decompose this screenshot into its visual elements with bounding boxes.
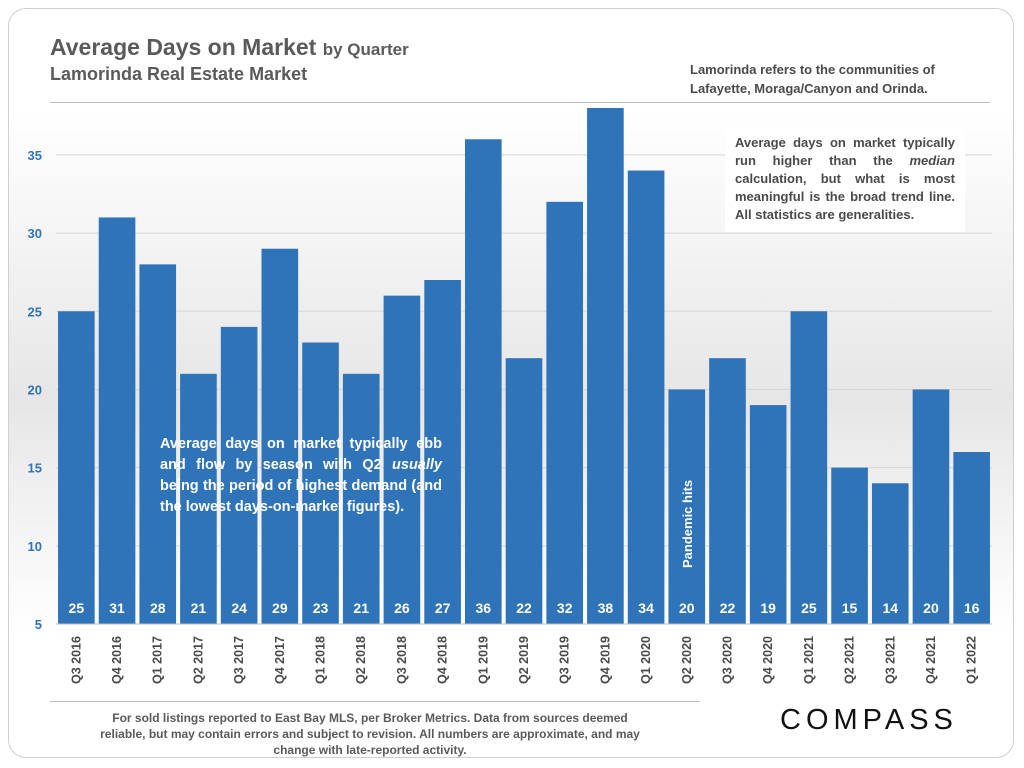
x-tick-label: Q3 2020	[720, 636, 734, 684]
bar	[749, 405, 787, 624]
bar	[98, 217, 136, 625]
data-label: 16	[964, 600, 980, 616]
data-label: 36	[476, 600, 492, 616]
y-tick-label: 15	[28, 461, 42, 476]
compass-logo: COMPASS	[780, 704, 958, 736]
data-label: 24	[231, 600, 247, 616]
x-tick-label: Q4 2018	[436, 636, 450, 684]
x-tick-label: Q4 2020	[761, 636, 775, 684]
y-tick-label: 30	[28, 226, 42, 241]
data-label: 25	[801, 600, 817, 616]
footer-divider	[50, 701, 700, 702]
bar	[546, 201, 584, 624]
x-tick-label: Q1 2021	[802, 636, 816, 684]
season-note-part-1: Average days on market typically ebb and…	[160, 436, 442, 473]
bar	[220, 326, 258, 624]
bar	[424, 280, 461, 624]
bar	[709, 358, 746, 624]
bar	[790, 311, 828, 624]
season-note-emphasis: usually	[392, 457, 442, 473]
bar	[261, 248, 299, 624]
data-label: 20	[679, 600, 695, 616]
x-tick-label: Q1 2022	[965, 636, 979, 684]
x-tick-label: Q1 2017	[151, 636, 165, 684]
median-note-emphasis: median	[909, 153, 955, 168]
season-note-part-2: being the period of highest demand (and …	[160, 478, 442, 515]
bar	[953, 452, 990, 624]
pandemic-label: Pandemic hits	[680, 480, 695, 568]
y-tick-label: 10	[28, 539, 42, 554]
data-label: 31	[109, 600, 125, 616]
x-tick-label: Q2 2019	[517, 636, 531, 684]
data-label: 15	[842, 600, 858, 616]
bar	[668, 389, 706, 624]
x-tick-label: Q1 2020	[639, 636, 653, 684]
bar	[871, 483, 909, 624]
x-tick-label: Q1 2018	[314, 636, 328, 684]
bar	[180, 373, 217, 624]
data-label: 22	[720, 600, 736, 616]
bar	[831, 467, 868, 624]
x-tick-label: Q3 2019	[558, 636, 572, 684]
bar	[342, 373, 380, 624]
bar	[627, 170, 665, 624]
data-label: 25	[69, 600, 85, 616]
footer-disclaimer: For sold listings reported to East Bay M…	[100, 711, 640, 757]
x-tick-label: Q2 2021	[843, 636, 857, 684]
data-label: 21	[353, 600, 369, 616]
x-tick-label: Q4 2021	[924, 636, 938, 684]
x-tick-label: Q2 2017	[191, 636, 205, 684]
chart-title-suffix: by Quarter	[322, 40, 409, 59]
data-label: 20	[923, 600, 939, 616]
data-label: 32	[557, 600, 573, 616]
y-tick-label: 5	[35, 617, 42, 632]
bar	[464, 139, 502, 625]
x-tick-label: Q4 2016	[110, 636, 124, 684]
bar	[302, 342, 339, 624]
data-label: 21	[191, 600, 207, 616]
chart-subtitle: Lamorinda Real Estate Market	[50, 64, 308, 84]
y-tick-label: 35	[28, 148, 42, 163]
x-tick-label: Q4 2017	[273, 636, 287, 684]
bar	[383, 295, 421, 624]
season-note: Average days on market typically ebb and…	[160, 434, 442, 518]
bar	[58, 311, 95, 624]
data-label: 38	[598, 600, 614, 616]
data-label: 27	[435, 600, 451, 616]
title-divider	[50, 102, 990, 103]
region-note: Lamorinda refers to the communities of L…	[690, 62, 935, 96]
median-note-part-2: calculation, but what is most meaningful…	[735, 171, 955, 222]
data-label: 23	[313, 600, 329, 616]
x-tick-label: Q1 2019	[476, 636, 490, 684]
median-note: Average days on market typically run hig…	[725, 126, 965, 232]
x-tick-label: Q4 2019	[598, 636, 612, 684]
x-tick-label: Q3 2017	[232, 636, 246, 684]
data-label: 28	[150, 600, 166, 616]
data-label: 34	[638, 600, 654, 616]
data-label: 14	[882, 600, 898, 616]
data-label: 19	[760, 600, 776, 616]
bar	[139, 264, 177, 624]
bar	[505, 358, 543, 624]
x-tick-label: Q2 2020	[680, 636, 694, 684]
median-note-part-1: Average days on market typically run hig…	[735, 135, 955, 168]
x-tick-label: Q2 2018	[354, 636, 368, 684]
y-tick-label: 20	[28, 382, 42, 397]
y-tick-label: 25	[28, 304, 42, 319]
bar	[912, 389, 950, 624]
data-label: 29	[272, 600, 288, 616]
x-tick-label: Q3 2018	[395, 636, 409, 684]
data-label: 26	[394, 600, 410, 616]
data-label: 22	[516, 600, 532, 616]
chart-title: Average Days on Market by Quarter	[50, 34, 409, 61]
bar	[587, 108, 624, 624]
x-tick-label: Q3 2021	[883, 636, 897, 684]
x-tick-label: Q3 2016	[69, 636, 83, 684]
chart-title-main: Average Days on Market	[50, 34, 317, 60]
